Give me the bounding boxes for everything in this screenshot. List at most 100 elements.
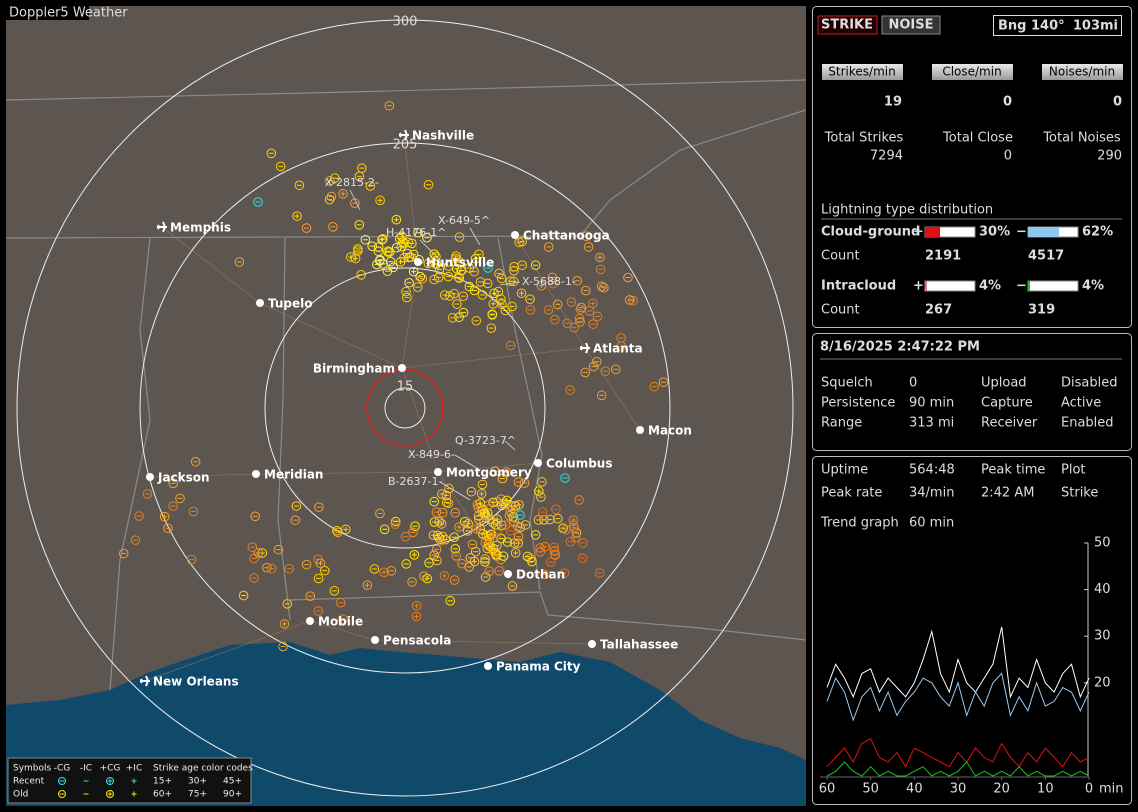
- strike: [548, 278, 558, 289]
- strike-circle: [624, 295, 635, 305]
- strike-circle: [649, 381, 660, 392]
- strike-circle: [569, 522, 579, 533]
- strike-circle: [408, 266, 419, 277]
- strike: [592, 356, 602, 367]
- strike-circle: [578, 538, 588, 548]
- strike-circle: [514, 237, 524, 248]
- strike-circle: [513, 531, 524, 542]
- strike-circle: [445, 596, 456, 606]
- strike-label: X-5688-1-: [522, 275, 576, 288]
- count: 4517: [1028, 249, 1064, 264]
- strike: [249, 553, 259, 564]
- strike: [522, 551, 533, 562]
- strike: [301, 223, 312, 233]
- strike-circle: [253, 197, 263, 207]
- strike-button-label[interactable]: STRIKE: [821, 18, 873, 33]
- strike: [369, 564, 380, 574]
- strike-circle: [375, 508, 385, 519]
- strike: [346, 252, 356, 262]
- strike-circle: [419, 571, 429, 581]
- strike-circle: [266, 563, 277, 574]
- strike-circle: [584, 306, 595, 316]
- strike-circle: [278, 641, 288, 652]
- setting-text: Disabled: [1061, 376, 1117, 391]
- strike-circle: [471, 524, 482, 534]
- strike: [580, 285, 591, 296]
- bearing-box: [993, 15, 1122, 36]
- legend-symbol: [58, 777, 66, 785]
- strike: [480, 554, 490, 564]
- strike-circle: [570, 532, 581, 543]
- strike-circle: [384, 100, 395, 111]
- strike: [424, 558, 434, 568]
- legend-age: 60+: [153, 790, 172, 800]
- stat-text: Strike: [1061, 486, 1098, 501]
- strike: [569, 322, 580, 333]
- strike-circle: [534, 486, 544, 496]
- strike-circle: [338, 189, 348, 199]
- strike-circle: [385, 256, 396, 267]
- strike-circle: [562, 318, 573, 329]
- strike-circle: [480, 554, 490, 564]
- strike-circle: [330, 173, 340, 183]
- strike-circle: [353, 244, 363, 254]
- strike: [562, 318, 573, 329]
- strike: [449, 288, 460, 299]
- strike-button[interactable]: [817, 15, 878, 35]
- trend-line: [826, 738, 1090, 768]
- trend-label: Trend graph: [820, 516, 899, 531]
- strike: [292, 211, 302, 221]
- strike-circle: [388, 262, 399, 273]
- strike: [535, 547, 546, 557]
- strike: [483, 263, 493, 273]
- strike: [357, 163, 367, 173]
- strike-circle: [616, 341, 627, 352]
- strike: [464, 281, 475, 292]
- setting-text: Range: [821, 416, 862, 431]
- strike: [454, 522, 464, 532]
- strike: [500, 520, 511, 530]
- strike-labels: X-2815-2- X-649-5^H-4176-1^ X-5688-1- Q-372…: [325, 176, 576, 501]
- strike: [505, 506, 516, 516]
- strike: [409, 550, 420, 560]
- strike: [413, 227, 423, 238]
- strike-circle: [313, 606, 324, 616]
- stat-text: Plot: [1061, 463, 1086, 478]
- strike-circle: [592, 356, 602, 367]
- strike: [390, 519, 401, 529]
- strike: [496, 273, 507, 284]
- strike-circle: [658, 377, 669, 387]
- strike-circle: [463, 518, 473, 529]
- strike: [429, 496, 439, 507]
- noise-button-label[interactable]: NOISE: [888, 18, 933, 33]
- strike-circle: [406, 252, 416, 263]
- strike-circle: [537, 507, 548, 517]
- city-label: Jackson: [157, 471, 210, 485]
- strike: [314, 502, 324, 512]
- strike-label: X-849-6-: [408, 448, 455, 461]
- strike-circle: [423, 179, 434, 190]
- strike-circle: [430, 258, 440, 269]
- strike-circle: [496, 294, 506, 304]
- strike: [574, 495, 584, 505]
- strike: [315, 558, 326, 569]
- strike-circle: [408, 527, 418, 538]
- strike-circle: [266, 148, 277, 159]
- pct-bar: [1028, 227, 1059, 237]
- trend-graph: 20 30 40 50 60 50 40 30 20 10 0 min: [819, 536, 1124, 797]
- strike: [266, 148, 277, 159]
- legend-age: 30+: [188, 777, 207, 787]
- strike: [516, 288, 527, 299]
- strike-circle: [249, 553, 259, 564]
- strike-circle: [505, 506, 516, 516]
- strike-circle: [403, 237, 414, 248]
- road: [514, 234, 586, 349]
- noise-button[interactable]: [881, 15, 941, 35]
- total-value: 0: [1004, 149, 1012, 164]
- x-axis-label: min: [1099, 782, 1124, 797]
- strike-circle: [475, 277, 486, 287]
- strike-circle: [504, 511, 515, 521]
- strike-circle: [480, 537, 491, 548]
- strike: [401, 559, 412, 569]
- pct-label: 4%: [1082, 279, 1104, 294]
